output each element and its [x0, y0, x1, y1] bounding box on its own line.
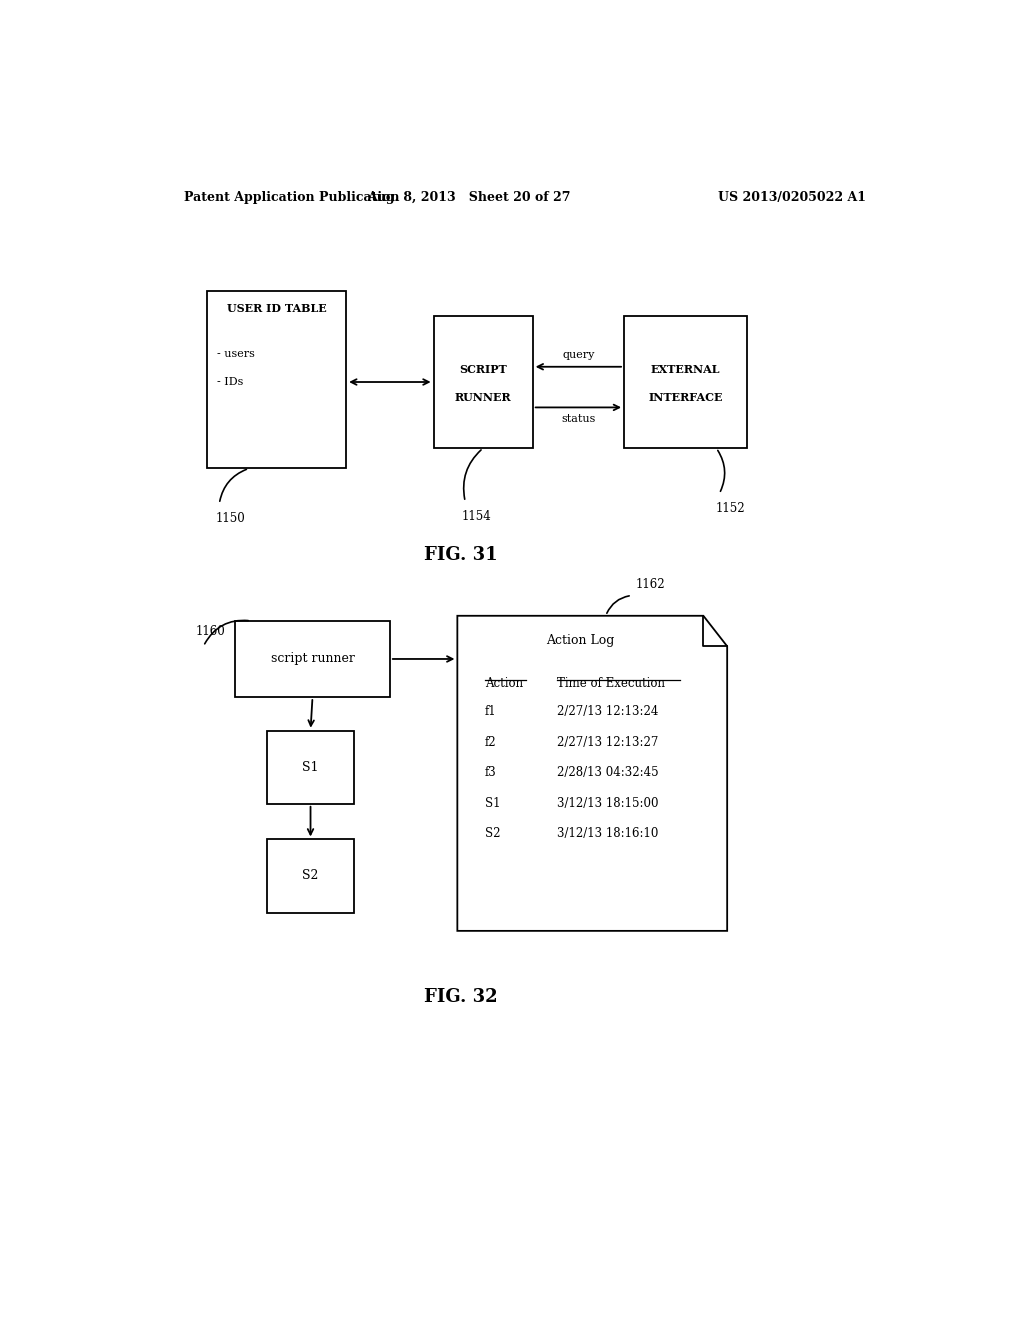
Text: - users: - users	[217, 350, 255, 359]
Bar	[267, 731, 354, 804]
Text: f3: f3	[485, 766, 497, 779]
Text: script runner: script runner	[270, 652, 354, 665]
Text: Time of Execution: Time of Execution	[557, 677, 665, 690]
Text: - IDs: - IDs	[217, 378, 244, 387]
Text: SCRIPT: SCRIPT	[459, 364, 507, 375]
Bar	[433, 315, 532, 447]
Polygon shape	[458, 615, 727, 931]
Text: FIG. 31: FIG. 31	[425, 545, 498, 564]
Text: Patent Application Publication: Patent Application Publication	[183, 190, 399, 203]
Text: S1: S1	[485, 797, 501, 809]
Text: f1: f1	[485, 705, 497, 718]
Bar	[267, 840, 354, 912]
Text: Action: Action	[485, 677, 523, 690]
Text: S2: S2	[485, 828, 501, 841]
Text: Action Log: Action Log	[546, 634, 614, 647]
Text: f2: f2	[485, 735, 497, 748]
Text: RUNNER: RUNNER	[455, 392, 511, 403]
Text: 3/12/13 18:15:00: 3/12/13 18:15:00	[557, 797, 658, 809]
Text: S1: S1	[302, 760, 318, 774]
Text: FIG. 32: FIG. 32	[425, 987, 498, 1006]
Text: EXTERNAL: EXTERNAL	[651, 364, 720, 375]
Text: 2/27/13 12:13:27: 2/27/13 12:13:27	[557, 735, 657, 748]
Text: 1160: 1160	[196, 626, 225, 638]
Text: 1162: 1162	[636, 578, 666, 591]
Bar	[624, 315, 748, 447]
Text: S2: S2	[302, 870, 318, 883]
Text: status: status	[561, 413, 596, 424]
Bar	[236, 620, 390, 697]
Text: 1154: 1154	[461, 510, 492, 523]
Bar	[207, 290, 346, 469]
Text: INTERFACE: INTERFACE	[648, 392, 723, 403]
Text: 1152: 1152	[715, 502, 744, 515]
Text: 1150: 1150	[215, 512, 245, 525]
Text: USER ID TABLE: USER ID TABLE	[227, 302, 327, 314]
Text: 2/28/13 04:32:45: 2/28/13 04:32:45	[557, 766, 658, 779]
Text: US 2013/0205022 A1: US 2013/0205022 A1	[718, 190, 866, 203]
Text: query: query	[562, 350, 595, 359]
Text: 2/27/13 12:13:24: 2/27/13 12:13:24	[557, 705, 657, 718]
Text: Aug. 8, 2013   Sheet 20 of 27: Aug. 8, 2013 Sheet 20 of 27	[368, 190, 571, 203]
Text: 3/12/13 18:16:10: 3/12/13 18:16:10	[557, 828, 657, 841]
